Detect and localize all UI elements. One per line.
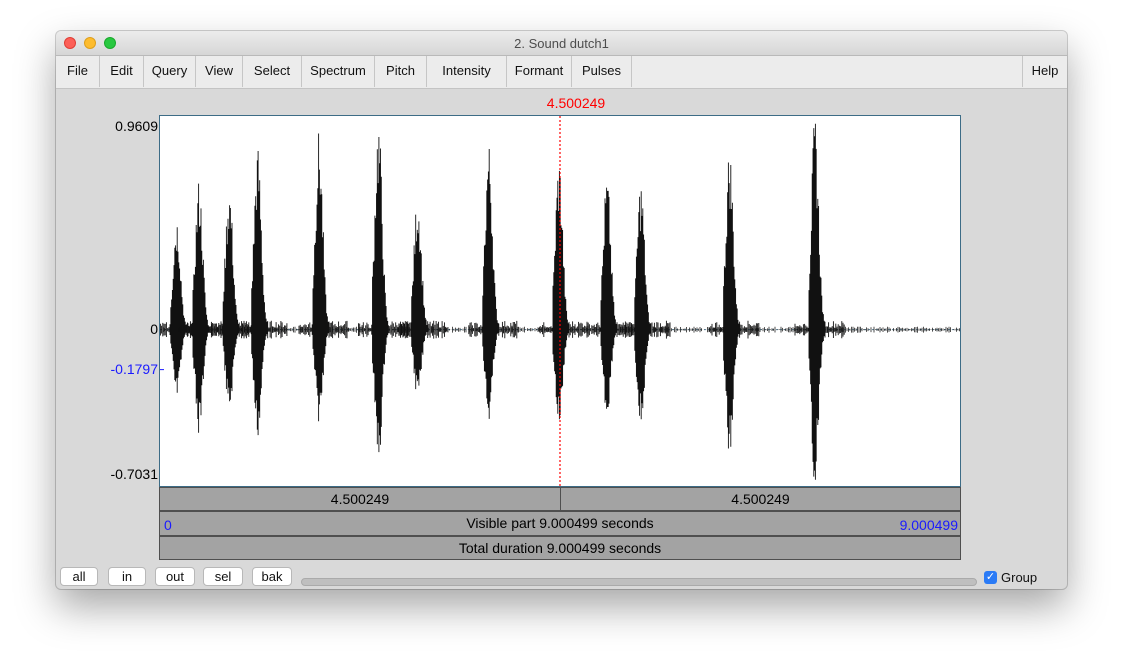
amplitude-min-label: -0.7031 bbox=[110, 466, 158, 482]
selection-right-bar[interactable]: 4.500249 bbox=[560, 487, 961, 511]
waveform-burst bbox=[468, 149, 519, 419]
cursor-time-label: 4.500249 bbox=[546, 95, 606, 111]
group-label: Group bbox=[1001, 570, 1038, 585]
sound-editor-window: 2. Sound dutch1 File Edit Query View Sel… bbox=[56, 31, 1067, 589]
visible-part-bar[interactable]: 0 Visible part 9.000499 seconds 9.000499 bbox=[159, 511, 961, 536]
visible-start-label: 0 bbox=[164, 517, 172, 533]
menu-bar: File Edit Query View Select Spectrum Pit… bbox=[56, 56, 1067, 89]
waveform-burst bbox=[178, 183, 229, 433]
zoom-sel-button[interactable]: sel bbox=[203, 567, 243, 586]
waveform-burst bbox=[620, 191, 671, 420]
waveform-plot[interactable] bbox=[159, 115, 961, 487]
zoom-all-button[interactable]: all bbox=[60, 567, 98, 586]
zoom-back-button[interactable]: bak bbox=[252, 567, 292, 586]
waveform-burst bbox=[397, 214, 448, 390]
menu-help[interactable]: Help bbox=[1022, 56, 1067, 87]
waveform-burst bbox=[298, 133, 349, 422]
waveform-burst bbox=[794, 123, 845, 480]
visible-end-label: 9.000499 bbox=[899, 517, 958, 533]
waveform-burst bbox=[237, 151, 288, 436]
zoom-window-button[interactable] bbox=[104, 37, 116, 49]
horizontal-scrollbar[interactable] bbox=[301, 578, 977, 586]
amplitude-max-label: 0.9609 bbox=[115, 118, 158, 134]
zoom-out-button[interactable]: out bbox=[155, 567, 195, 586]
visible-part-text: Visible part 9.000499 seconds bbox=[466, 515, 654, 531]
menu-view[interactable]: View bbox=[196, 56, 243, 87]
menu-intensity[interactable]: Intensity bbox=[427, 56, 507, 87]
menu-spectrum[interactable]: Spectrum bbox=[302, 56, 375, 87]
menu-pulses[interactable]: Pulses bbox=[572, 56, 632, 87]
menu-query[interactable]: Query bbox=[144, 56, 196, 87]
menu-edit[interactable]: Edit bbox=[100, 56, 144, 87]
total-duration-bar[interactable]: Total duration 9.000499 seconds bbox=[159, 536, 961, 560]
menu-select[interactable]: Select bbox=[243, 56, 302, 87]
selection-right-label: 4.500249 bbox=[731, 491, 790, 507]
selection-left-bar[interactable]: 4.500249 bbox=[159, 487, 561, 511]
waveform-burst bbox=[358, 137, 409, 453]
menu-file[interactable]: File bbox=[56, 56, 100, 87]
waveform-burst bbox=[709, 162, 760, 449]
title-bar: 2. Sound dutch1 bbox=[56, 31, 1067, 56]
checkmark-icon: ✓ bbox=[985, 571, 996, 583]
waveform-burst bbox=[208, 205, 259, 402]
waveform-burst bbox=[538, 170, 589, 420]
waveform-svg bbox=[160, 116, 960, 486]
zoom-in-button[interactable]: in bbox=[108, 567, 146, 586]
window-title: 2. Sound dutch1 bbox=[514, 36, 609, 51]
menu-pitch[interactable]: Pitch bbox=[375, 56, 427, 87]
menu-formant[interactable]: Formant bbox=[507, 56, 572, 87]
waveform-burst bbox=[586, 187, 637, 409]
close-window-button[interactable] bbox=[64, 37, 76, 49]
total-duration-text: Total duration 9.000499 seconds bbox=[458, 540, 662, 556]
cursor-amplitude-label: -0.1797 bbox=[110, 361, 158, 377]
minimize-window-button[interactable] bbox=[84, 37, 96, 49]
amplitude-zero-label: 0 bbox=[150, 321, 158, 337]
group-checkbox[interactable]: ✓ bbox=[984, 571, 997, 584]
selection-left-label: 4.500249 bbox=[330, 491, 390, 507]
